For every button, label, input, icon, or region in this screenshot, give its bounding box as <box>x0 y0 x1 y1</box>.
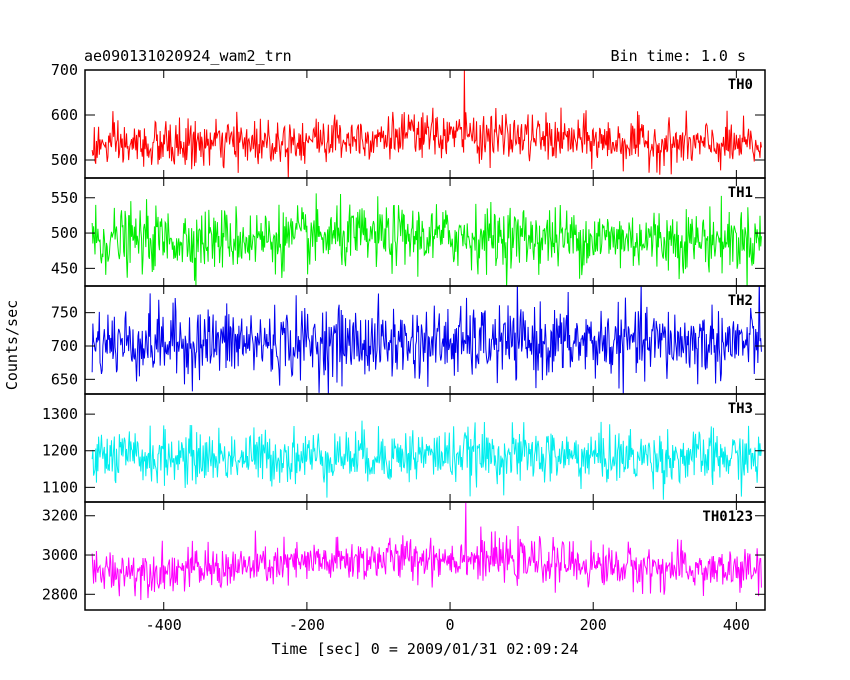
panel-label-th2: TH2 <box>728 293 753 309</box>
series-line-th0123 <box>91 502 762 600</box>
panel-label-th1: TH1 <box>728 185 753 201</box>
y-tick-label-th3: 1200 <box>42 442 78 460</box>
y-tick-label-th2: 650 <box>51 370 78 388</box>
y-tick-label-th0: 600 <box>51 106 78 124</box>
y-tick-label-th2: 700 <box>51 337 78 355</box>
y-axis-title: Counts/sec <box>3 300 21 390</box>
y-tick-label-th1: 500 <box>51 224 78 242</box>
x-tick-label: -400 <box>146 616 182 634</box>
y-tick-label-th0123: 3200 <box>42 507 78 525</box>
panel-frame-th0123 <box>84 501 766 611</box>
y-tick-label-th2: 750 <box>51 304 78 322</box>
x-tick-label: 200 <box>580 616 607 634</box>
panel-frame-th1 <box>84 177 766 287</box>
series-line-th1 <box>91 193 762 286</box>
y-tick-label-th0: 500 <box>51 151 78 169</box>
series-line-th3 <box>91 420 762 500</box>
y-tick-label-th0123: 3000 <box>42 546 78 564</box>
panel-label-th0123: TH0123 <box>702 509 753 525</box>
series-line-th2 <box>91 286 762 394</box>
y-tick-label-th1: 450 <box>51 259 78 277</box>
chart-title: ae090131020924_wam2_trn <box>84 47 292 65</box>
series-line-th0 <box>91 70 762 178</box>
y-tick-label-th0: 700 <box>51 61 78 79</box>
y-tick-label-th3: 1300 <box>42 405 78 423</box>
x-tick-label: -200 <box>289 616 325 634</box>
y-tick-label-th0123: 2800 <box>42 585 78 603</box>
x-tick-label: 0 <box>446 616 455 634</box>
panel-label-th0: TH0 <box>728 77 753 93</box>
y-tick-label-th1: 550 <box>51 189 78 207</box>
x-tick-label: 400 <box>723 616 750 634</box>
x-axis-title: Time [sec] 0 = 2009/01/31 02:09:24 <box>271 640 578 658</box>
panel-label-th3: TH3 <box>728 401 753 417</box>
panels-group: 500 600 700 TH0 450 500 550 TH1 650 700 750 TH2 1100… <box>42 61 766 634</box>
y-tick-label-th3: 1100 <box>42 478 78 496</box>
bin-time-label: Bin time: 1.0 s <box>611 47 746 65</box>
